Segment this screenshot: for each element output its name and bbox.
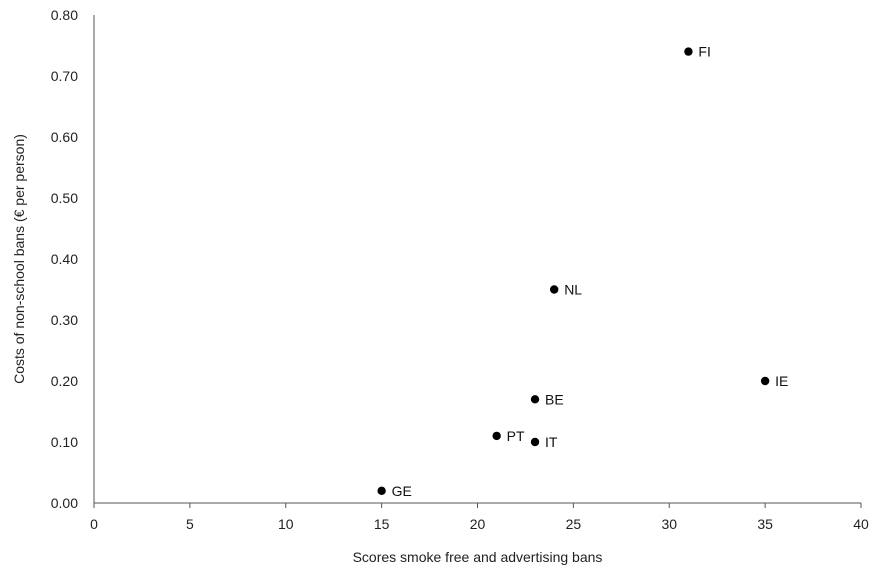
x-tick-label: 20 bbox=[470, 516, 486, 532]
x-tick-label: 5 bbox=[186, 516, 194, 532]
x-tick-label: 30 bbox=[661, 516, 677, 532]
x-axis: 0 5 10 15 20 25 30 35 40 bbox=[90, 502, 869, 532]
data-points: FI NL IE BE PT IT GE bbox=[377, 44, 788, 499]
y-tick-label: 0.10 bbox=[51, 434, 78, 450]
x-axis-title: Scores smoke free and advertising bans bbox=[353, 549, 603, 565]
data-point-nl bbox=[550, 285, 559, 294]
y-tick-label: 0.30 bbox=[51, 312, 78, 328]
point-label-it: IT bbox=[545, 434, 558, 450]
y-tick-label: 0.00 bbox=[51, 495, 78, 511]
data-point-ge bbox=[377, 486, 386, 495]
x-tick-label: 0 bbox=[90, 516, 98, 532]
data-point-pt bbox=[492, 431, 501, 441]
point-label-ie: IE bbox=[775, 373, 788, 389]
x-tick-label: 10 bbox=[278, 516, 294, 532]
data-point-ie bbox=[760, 376, 770, 386]
y-tick-label: 0.50 bbox=[51, 190, 78, 206]
y-tick-label: 0.70 bbox=[51, 68, 78, 84]
data-point-it bbox=[530, 437, 540, 447]
x-tick-label: 15 bbox=[374, 516, 390, 532]
point-label-nl: NL bbox=[564, 282, 582, 298]
data-point-be bbox=[530, 395, 540, 404]
point-label-ge: GE bbox=[392, 483, 412, 499]
y-tick-label: 0.40 bbox=[51, 251, 78, 267]
y-tick-label: 0.20 bbox=[51, 373, 78, 389]
y-tick-label: 0.80 bbox=[51, 7, 78, 23]
point-label-be: BE bbox=[545, 391, 564, 407]
point-label-fi: FI bbox=[698, 44, 710, 60]
point-label-pt: PT bbox=[507, 428, 525, 444]
y-axis-title: Costs of non-school bans (€ per person) bbox=[11, 134, 27, 384]
x-tick-label: 40 bbox=[853, 516, 869, 532]
x-tick-label: 25 bbox=[566, 516, 582, 532]
y-axis: 0.00 0.10 0.20 0.30 0.40 0.50 0.60 0.70 0.80 bbox=[51, 7, 95, 511]
x-tick-label: 35 bbox=[757, 516, 773, 532]
data-point-fi bbox=[684, 47, 693, 56]
y-tick-label: 0.60 bbox=[51, 129, 78, 145]
